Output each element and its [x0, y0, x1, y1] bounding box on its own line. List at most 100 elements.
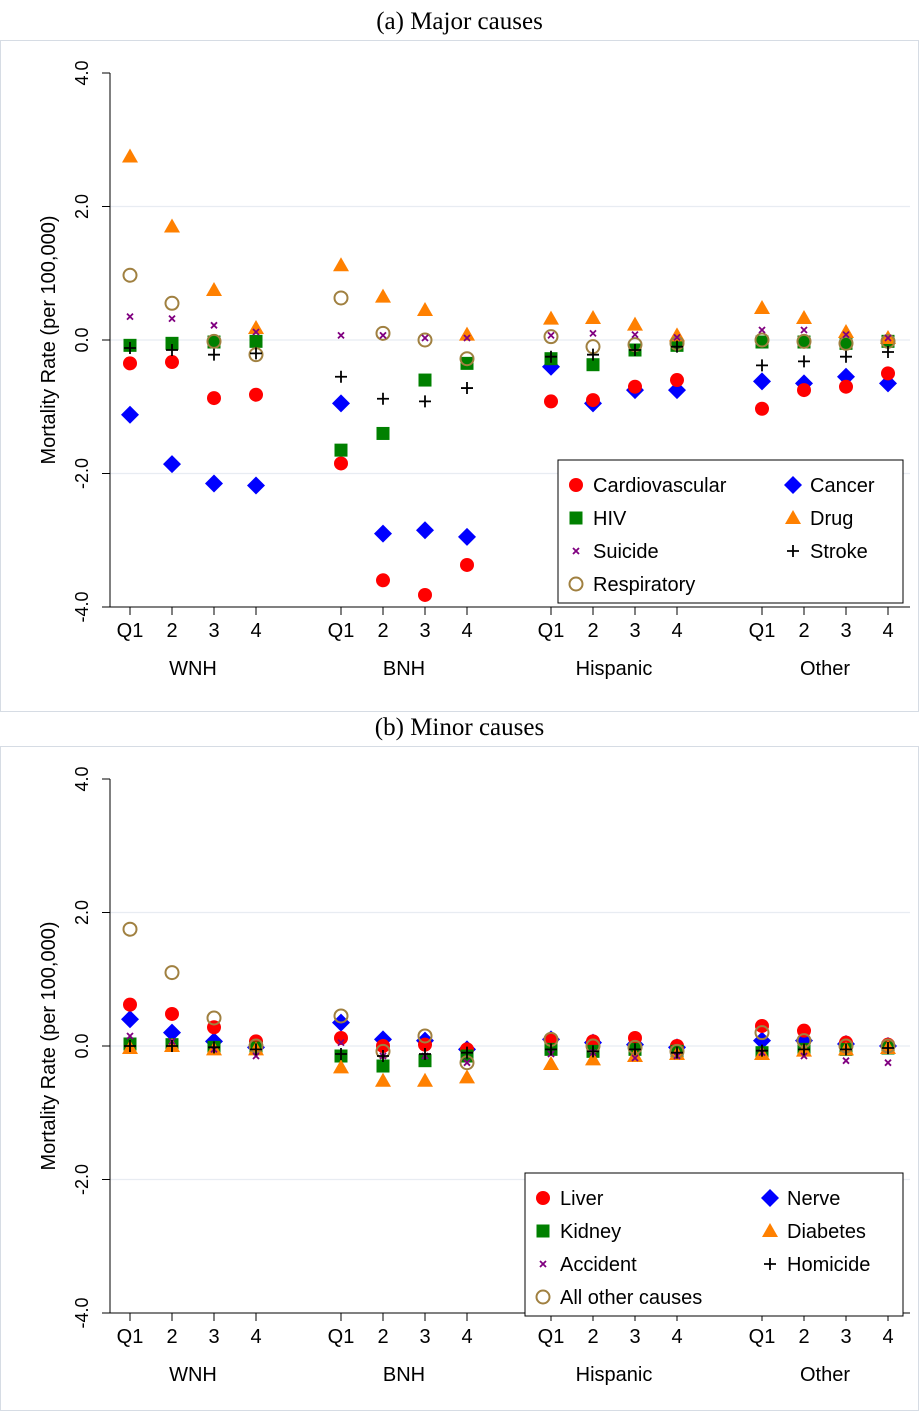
group-label-hispanic: Hispanic — [576, 658, 653, 680]
point-cancer — [121, 405, 139, 424]
point-cancer — [879, 374, 897, 393]
legend-label-nerve: Nerve — [787, 1188, 840, 1210]
point-drug — [585, 309, 601, 324]
point-liver — [544, 1032, 558, 1047]
legend-label-homicide: Homicide — [787, 1254, 870, 1276]
legend-marker-cardiovascular — [569, 478, 583, 492]
point-suicide — [463, 334, 471, 342]
point-stroke — [629, 344, 641, 357]
point-hiv — [207, 335, 221, 349]
point-diabetes — [417, 1072, 433, 1087]
x-tick-label: 2 — [377, 1326, 388, 1348]
chart-a: 4.0 2.0 0.0 -2.0 -4.0 Mortality Rate (per 100… — [0, 40, 919, 712]
x-tick-label: Q1 — [328, 620, 355, 642]
point-drug — [754, 299, 770, 314]
point-suicide — [631, 331, 639, 339]
point-kidney — [376, 1059, 390, 1073]
legend-marker-all-other-causes — [535, 1289, 551, 1305]
point-cardiovascular — [207, 391, 221, 406]
point-stroke — [671, 340, 683, 353]
x-tick-label: 3 — [208, 1326, 219, 1348]
point-hiv — [418, 373, 432, 387]
chart-a-title: (a) Major causes — [376, 8, 543, 35]
point-nerve — [163, 1023, 181, 1042]
point-stroke — [798, 355, 810, 368]
point-accident — [631, 1054, 639, 1062]
chart-b: 4.0 2.0 0.0 -2.0 -4.0 Mortality Rate (per 100… — [0, 746, 919, 1411]
point-cancer — [163, 455, 181, 474]
legend-label-stroke: Stroke — [810, 541, 868, 563]
point-hiv — [334, 443, 348, 457]
point-drug — [375, 288, 391, 303]
x-tick-label: 3 — [419, 620, 430, 642]
point-diabetes — [333, 1059, 349, 1074]
point-drug — [627, 316, 643, 331]
point-homicide — [671, 1046, 683, 1059]
group-label-bnh: BNH — [383, 1364, 425, 1386]
x-tick-label: 3 — [629, 620, 640, 642]
point-accident — [252, 1052, 260, 1060]
x-tick-label: Q1 — [538, 1326, 565, 1348]
point-homicide — [419, 1048, 431, 1061]
legend-marker-respiratory — [568, 576, 584, 592]
point-liver — [123, 997, 137, 1012]
y-tick-label: 0.0 — [72, 327, 92, 352]
point-drug — [459, 326, 475, 341]
legend-marker-hiv — [569, 511, 583, 525]
legend-marker-suicide — [572, 547, 580, 555]
point-accident — [884, 1059, 892, 1067]
point-stroke — [419, 395, 431, 408]
point-cardiovascular — [460, 557, 474, 572]
x-tick-label: 3 — [419, 1326, 430, 1348]
point-diabetes — [459, 1069, 475, 1084]
point-drug — [838, 323, 854, 338]
point-homicide — [756, 1044, 768, 1057]
group-label-other: Other — [800, 658, 850, 680]
point-respiratory — [459, 351, 475, 367]
x-tick-label: 4 — [250, 1326, 261, 1348]
point-stroke — [250, 347, 262, 360]
point-respiratory — [164, 295, 180, 311]
legend-label-drug: Drug — [810, 508, 853, 530]
legend-label-all-other-causes: All other causes — [560, 1287, 702, 1309]
point-homicide — [840, 1043, 852, 1056]
x-tick-label: 2 — [798, 1326, 809, 1348]
point-suicide — [337, 331, 345, 339]
point-homicide — [124, 1040, 136, 1052]
group-label-hispanic: Hispanic — [576, 1364, 653, 1386]
point-suicide — [421, 334, 429, 342]
point-cardiovascular — [376, 573, 390, 588]
point-homicide — [166, 1040, 178, 1052]
point-cardiovascular — [628, 379, 642, 394]
point-stroke — [166, 344, 178, 357]
x-tick-label: 4 — [882, 620, 893, 642]
legend-label-respiratory: Respiratory — [593, 574, 695, 596]
point-diabetes — [585, 1051, 601, 1066]
point-respiratory — [375, 325, 391, 341]
legend-marker-drug — [785, 510, 801, 524]
point-respiratory — [333, 290, 349, 306]
point-stroke — [587, 348, 599, 361]
point-cardiovascular — [881, 366, 895, 381]
point-cardiovascular — [334, 456, 348, 471]
point-hiv — [376, 426, 390, 440]
point-suicide — [589, 329, 597, 337]
x-tick-label: 3 — [840, 620, 851, 642]
point-cardiovascular — [586, 393, 600, 408]
point-homicide — [545, 1043, 557, 1056]
legend-label-hiv: HIV — [593, 508, 627, 530]
point-all-other-causes — [417, 1028, 433, 1044]
x-tick-label: 2 — [587, 620, 598, 642]
point-cardiovascular — [544, 394, 558, 409]
x-tick-label: 4 — [461, 1326, 472, 1348]
point-stroke — [756, 359, 768, 372]
y-tick-label: 2.0 — [72, 900, 92, 925]
x-tick-label: Q1 — [749, 1326, 776, 1348]
point-cardiovascular — [797, 383, 811, 398]
y-tick-label: 2.0 — [72, 194, 92, 219]
legend-marker-cancer — [784, 476, 802, 494]
point-cardiovascular — [123, 356, 137, 371]
legend-label-accident: Accident — [560, 1254, 637, 1276]
legend-label-suicide: Suicide — [593, 541, 659, 563]
point-suicide — [252, 328, 260, 336]
